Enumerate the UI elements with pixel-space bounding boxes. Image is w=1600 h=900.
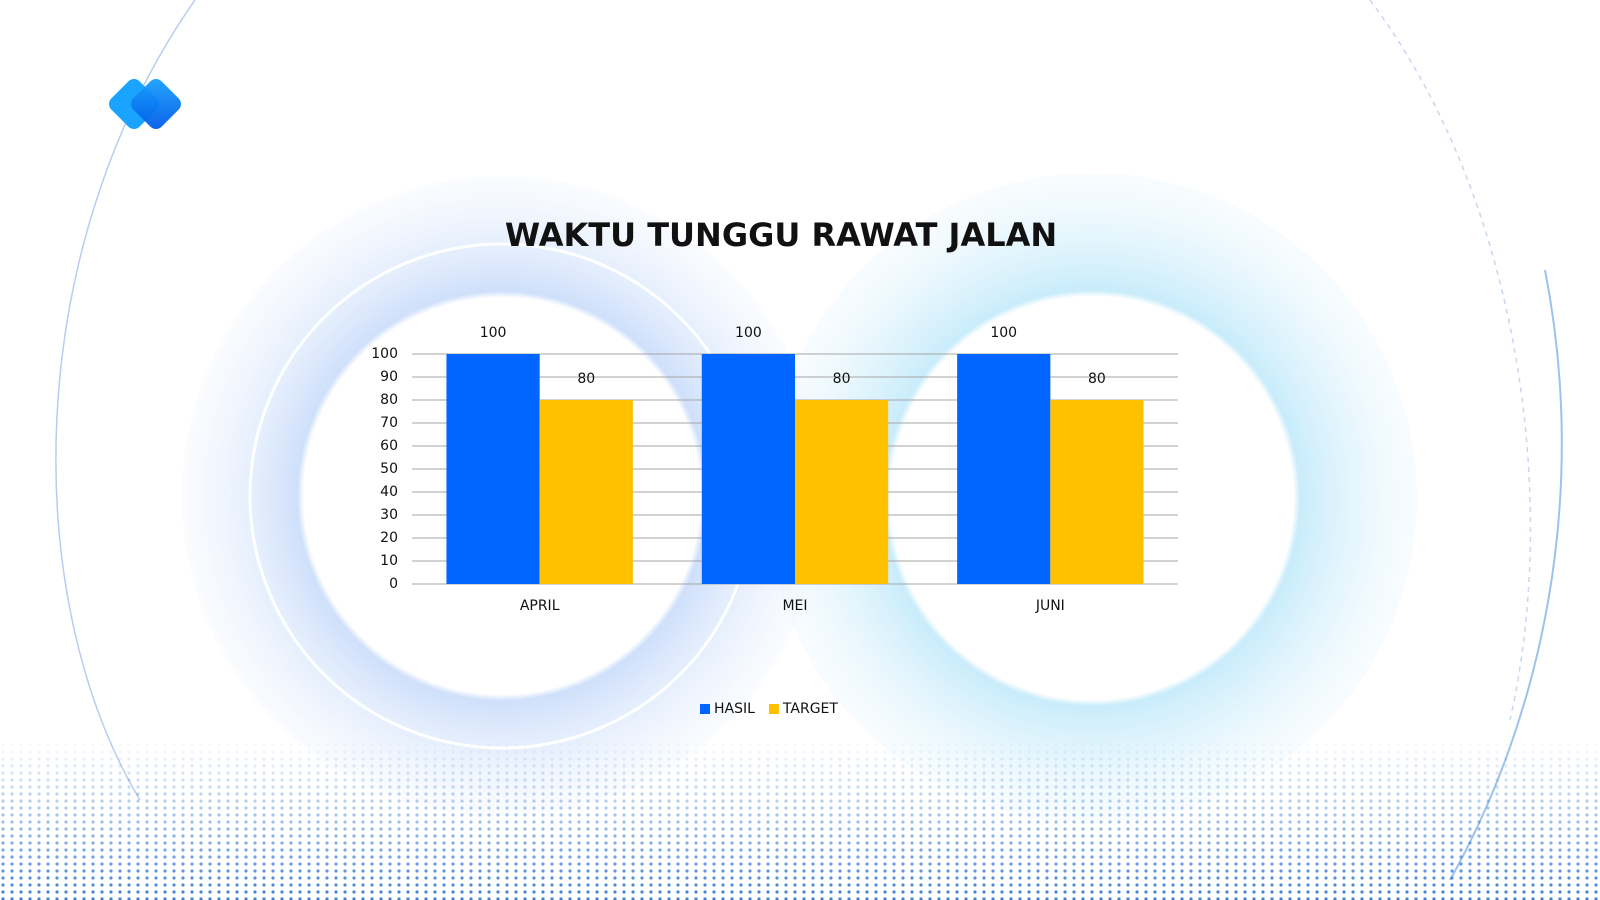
bar: [539, 400, 633, 584]
y-tick-label: 70: [380, 415, 398, 431]
y-tick-label: 0: [389, 576, 398, 592]
y-tick-label: 60: [380, 438, 398, 454]
y-tick-label: 90: [380, 369, 398, 385]
legend-label: HASIL: [714, 701, 755, 717]
bar: [446, 354, 540, 584]
legend-swatch: [768, 704, 779, 714]
legend-label: TARGET: [782, 701, 838, 717]
data-label: 80: [577, 371, 595, 387]
chart-title: WAKTU TUNGGU RAWAT JALAN: [505, 216, 1057, 254]
bar: [795, 400, 889, 584]
bar: [957, 354, 1051, 584]
data-label: 100: [480, 325, 507, 341]
data-label: 100: [735, 325, 762, 341]
x-tick-label: APRIL: [520, 598, 560, 614]
y-tick-label: 30: [380, 507, 398, 523]
legend-swatch: [700, 704, 710, 714]
x-tick-label: JUNI: [1035, 598, 1065, 614]
y-tick-label: 50: [380, 461, 398, 477]
bar: [1050, 400, 1144, 584]
y-tick-label: 10: [380, 553, 398, 569]
x-tick-label: MEI: [782, 598, 807, 614]
y-tick-label: 20: [380, 530, 398, 546]
bar: [701, 354, 795, 584]
deco-arc: [1369, 0, 1532, 721]
y-tick-label: 40: [380, 484, 398, 500]
data-label: 80: [1088, 371, 1106, 387]
deco-dots: [0, 740, 1600, 900]
logo: [109, 79, 181, 129]
y-tick-label: 80: [380, 392, 398, 408]
data-label: 80: [833, 371, 851, 387]
data-label: 100: [990, 325, 1017, 341]
y-tick-label: 100: [371, 346, 398, 362]
